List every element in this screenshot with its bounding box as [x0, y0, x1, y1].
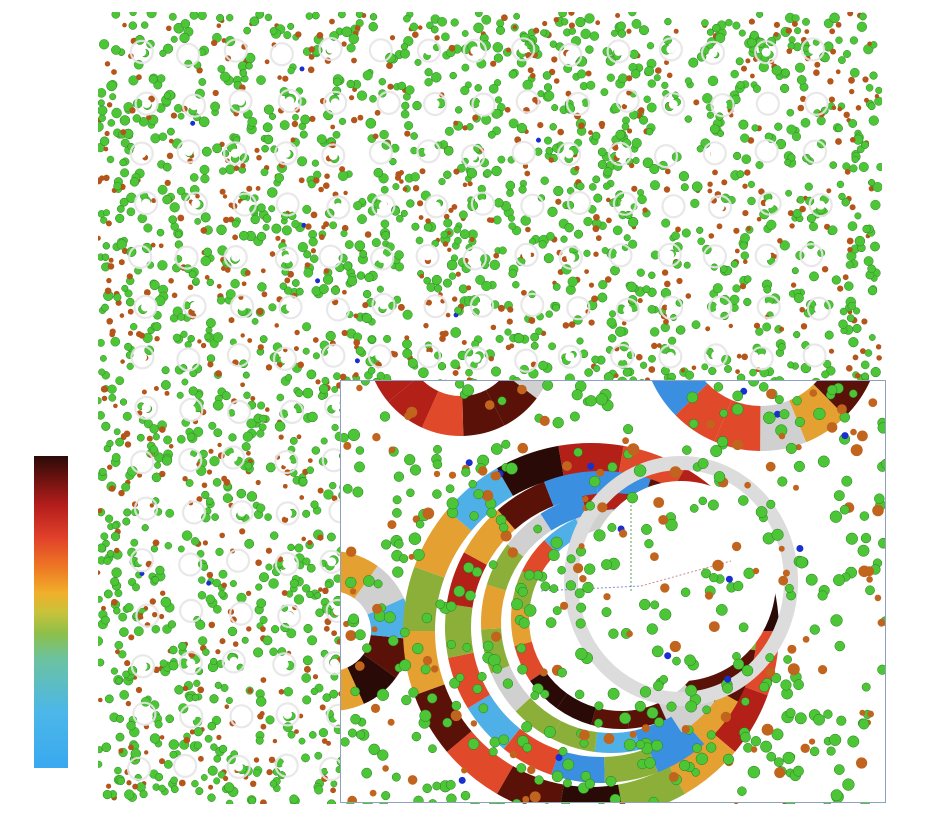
inset-svg	[341, 381, 885, 802]
zoomed-inset-view	[340, 380, 886, 803]
pore-opening	[586, 481, 776, 681]
colorbar	[34, 456, 68, 768]
inset-particles	[341, 381, 885, 802]
background-pore-top-left	[374, 381, 548, 436]
colorbar-gradient	[34, 456, 68, 768]
